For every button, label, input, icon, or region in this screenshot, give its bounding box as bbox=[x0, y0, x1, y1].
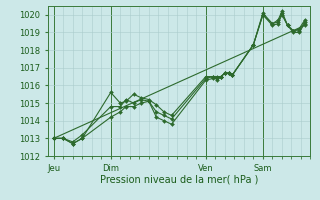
X-axis label: Pression niveau de la mer( hPa ): Pression niveau de la mer( hPa ) bbox=[100, 174, 258, 184]
